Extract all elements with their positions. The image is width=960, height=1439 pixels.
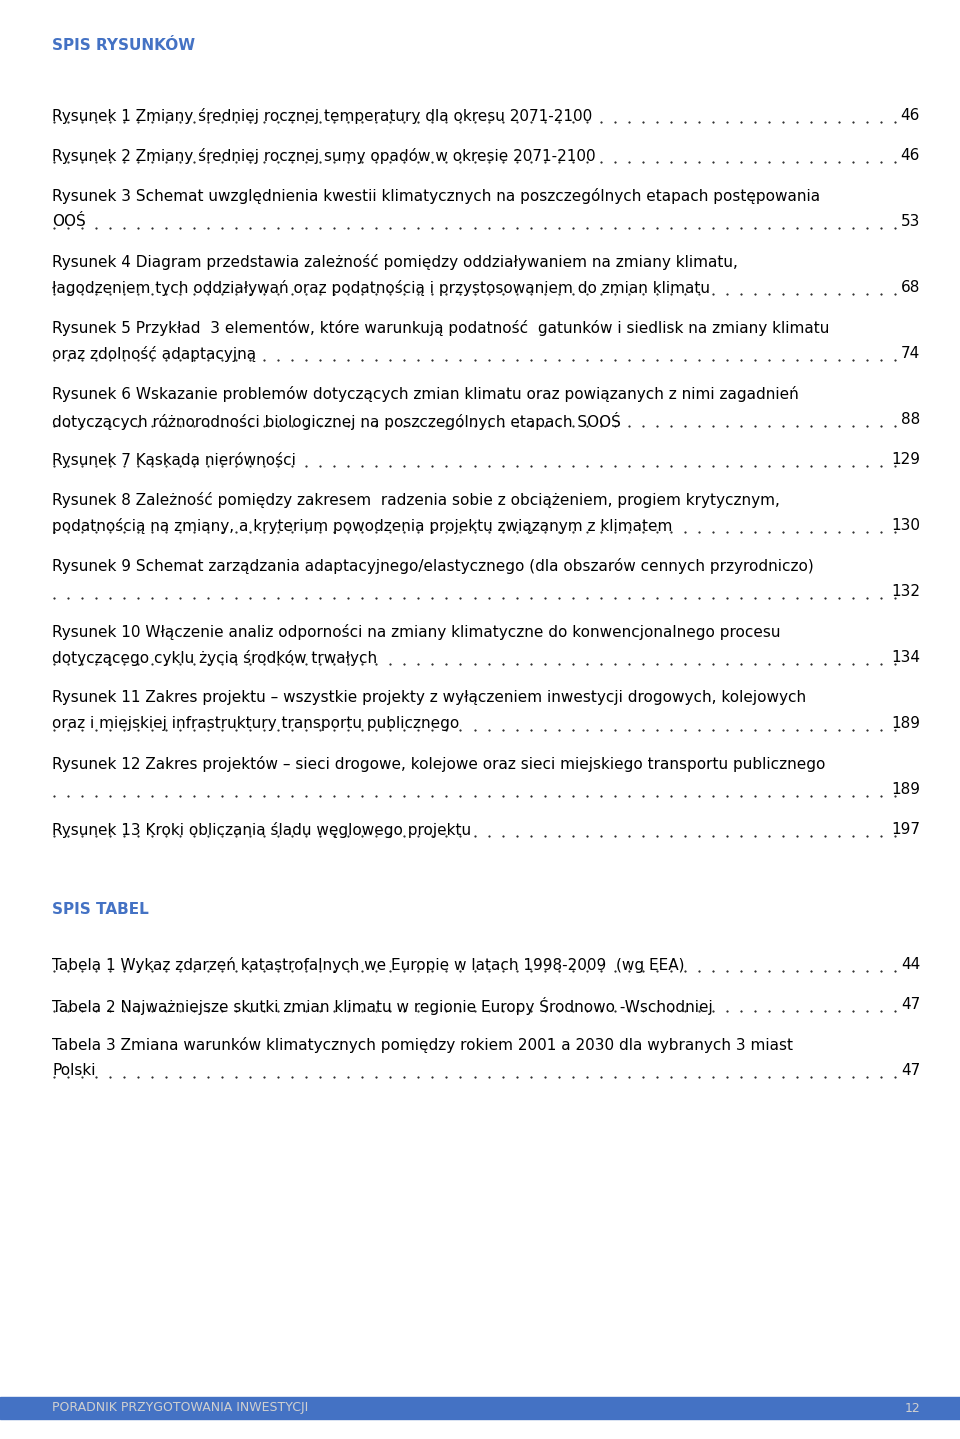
Text: Rysunek 3 Schemat uwzględnienia kwestii klimatycznych na poszczególnych etapach : Rysunek 3 Schemat uwzględnienia kwestii … [52,189,820,204]
Text: 134: 134 [891,650,920,665]
Bar [0,1397,960,1419]
Text: 68: 68 [900,281,920,295]
Text: dotyczącego cyklu życia środków trwałych: dotyczącego cyklu życia środków trwałych [52,650,377,666]
Text: OOŚ: OOŚ [52,214,85,229]
Text: oraz zdolność adaptacyjną: oraz zdolność adaptacyjną [52,345,256,363]
Text: Polski: Polski [52,1063,95,1078]
Text: Rysunek 6 Wskazanie problemów dotyczących zmian klimatu oraz powiązanych z nimi : Rysunek 6 Wskazanie problemów dotyczącyc… [52,386,799,401]
Text: Rysunek 1 Zmiany średniej rocznej temperatury dla okresu 2071-2100: Rysunek 1 Zmiany średniej rocznej temper… [52,108,592,124]
Text: łagodzeniem tych oddziaływań oraz podatnością i przystosowaniem do zmian klimatu: łagodzeniem tych oddziaływań oraz podatn… [52,281,710,296]
Text: 44: 44 [900,957,920,971]
Text: Rysunek 4 Diagram przedstawia zależność pomiędzy oddziaływaniem na zmiany klimat: Rysunek 4 Diagram przedstawia zależność … [52,255,738,271]
Text: Tabela 2 Najważniejsze skutki zmian klimatu w regionie Europy Środnowo -Wschodni: Tabela 2 Najważniejsze skutki zmian klim… [52,997,712,1014]
Text: 132: 132 [891,584,920,599]
Text: SPIS TABEL: SPIS TABEL [52,902,149,917]
Text: SPIS RYSUNKÓW: SPIS RYSUNKÓW [52,37,195,53]
Text: Rysunek 2 Zmiany średniej rocznej sumy opadów w okresie 2071-2100: Rysunek 2 Zmiany średniej rocznej sumy o… [52,148,595,164]
Text: 197: 197 [891,822,920,837]
Text: 46: 46 [900,148,920,163]
Text: Rysunek 11 Zakres projektu – wszystkie projekty z wyłączeniem inwestycji drogowy: Rysunek 11 Zakres projektu – wszystkie p… [52,689,806,705]
Text: podatnością na zmiany, a kryterium powodzenia projektu związanym z klimatem: podatnością na zmiany, a kryterium powod… [52,518,672,534]
Text: 46: 46 [900,108,920,122]
Text: 189: 189 [891,717,920,731]
Text: 47: 47 [900,997,920,1012]
Text: 47: 47 [900,1063,920,1078]
Text: Rysunek 10 Włączenie analiz odporności na zmiany klimatyczne do konwencjonalnego: Rysunek 10 Włączenie analiz odporności n… [52,625,780,640]
Text: Rysunek 8 Zależność pomiędzy zakresem  radzenia sobie z obciążeniem, progiem kry: Rysunek 8 Zależność pomiędzy zakresem ra… [52,492,780,508]
Text: 129: 129 [891,452,920,468]
Text: Rysunek 5 Przykład  3 elementów, które warunkują podatność  gatunków i siedlisk : Rysunek 5 Przykład 3 elementów, które wa… [52,319,829,335]
Text: PORADNIK PRZYGOTOWANIA INWESTYCJI: PORADNIK PRZYGOTOWANIA INWESTYCJI [52,1402,308,1415]
Text: Tabela 1 Wykaz zdarzeń katastrofalnych we Europie w latach 1998-2009  (wg EEA): Tabela 1 Wykaz zdarzeń katastrofalnych w… [52,957,684,973]
Text: Tabela 3 Zmiana warunków klimatycznych pomiędzy rokiem 2001 a 2030 dla wybranych: Tabela 3 Zmiana warunków klimatycznych p… [52,1038,793,1053]
Text: Rysunek 7 Kaskada nierówności: Rysunek 7 Kaskada nierówności [52,452,296,468]
Text: Rysunek 12 Zakres projektów – sieci drogowe, kolejowe oraz sieci miejskiego tran: Rysunek 12 Zakres projektów – sieci drog… [52,755,826,771]
Text: Rysunek 13 Kroki obliczania śladu węglowego projektu: Rysunek 13 Kroki obliczania śladu węglow… [52,822,471,837]
Text: dotyczących różnorodności biologicznej na poszczególnych etapach SOOŚ: dotyczących różnorodności biologicznej n… [52,412,621,430]
Text: 88: 88 [900,412,920,427]
Text: 189: 189 [891,781,920,797]
Text: Rysunek 9 Schemat zarządzania adaptacyjnego/elastycznego (dla obszarów cennych p: Rysunek 9 Schemat zarządzania adaptacyjn… [52,558,814,574]
Text: 130: 130 [891,518,920,532]
Text: oraz i miejskiej infrastruktury transportu publicznego: oraz i miejskiej infrastruktury transpor… [52,717,459,731]
Text: 53: 53 [900,214,920,229]
Text: 12: 12 [904,1402,920,1415]
Text: 74: 74 [900,345,920,361]
